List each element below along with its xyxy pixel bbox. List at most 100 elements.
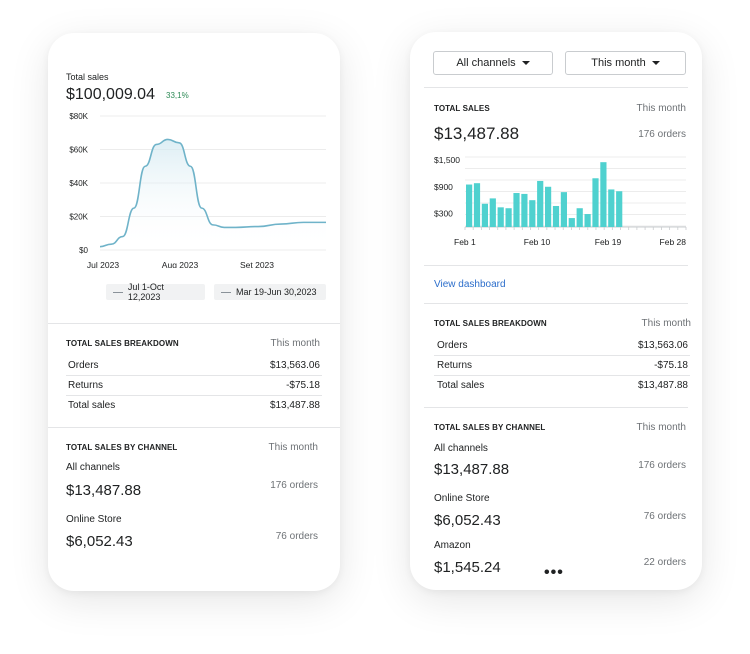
row-value: $13,487.88 (637, 380, 688, 391)
y-tick-label: $900 (434, 182, 453, 192)
total-sales-period: This month (636, 103, 686, 114)
channel-orders: 176 orders (638, 460, 686, 471)
divider (424, 87, 688, 88)
channel-amount: $13,487.88 (66, 482, 142, 499)
x-tick-label: Jul 2023 (87, 260, 119, 268)
view-dashboard-link[interactable]: View dashboard (434, 279, 506, 290)
bar (584, 214, 591, 227)
channel-amount: $6,052.43 (66, 533, 133, 550)
bar (529, 200, 536, 227)
breakdown-title: TOTAL SALES BREAKDOWN (66, 339, 179, 348)
y-tick-label: $300 (434, 209, 453, 219)
bar (545, 186, 552, 227)
bar (497, 207, 504, 227)
total-sales-label: Total sales (66, 72, 109, 82)
divider (48, 427, 340, 428)
bar (576, 208, 583, 227)
chevron-down-icon (651, 61, 660, 65)
bar (473, 183, 481, 227)
breakdown-period: This month (270, 338, 320, 349)
bar (521, 193, 528, 227)
sales-card-left: Total sales $100,009.04 33,1% $80K $60K $4… (48, 33, 340, 591)
divider (66, 395, 322, 396)
bar (560, 192, 567, 227)
x-tick-label: Feb 1 (454, 237, 476, 247)
channel-name: All channels (66, 462, 120, 473)
breakdown-row-total: Total sales $13,487.88 (68, 400, 320, 411)
channel-amount: $6,052.43 (434, 512, 501, 529)
breakdown-period: This month (641, 318, 691, 329)
channel-orders: 176 orders (270, 480, 318, 491)
x-tick-label: Feb 10 (524, 237, 551, 247)
row-value: $13,563.06 (637, 340, 688, 351)
channel-name: Online Store (434, 493, 490, 504)
bar (600, 162, 607, 227)
sales-bar-chart: $1,500 $900 $300 Feb 1 Feb 10 Feb 19 Feb 28 (434, 155, 687, 247)
channel-amount: $1,545.24 (434, 559, 501, 576)
breakdown-row-total: Total sales $13,487.88 (437, 380, 688, 391)
x-tick-label: Feb 28 (660, 237, 687, 247)
x-tick-label: Set 2023 (240, 260, 274, 268)
divider (434, 375, 690, 376)
ellipsis-icon[interactable]: ••• (544, 564, 564, 581)
y-tick-label: $80K (69, 112, 88, 121)
legend-previous-label: Mar 19-Jun 30,2023 (236, 287, 317, 297)
channel-orders: 76 orders (275, 531, 318, 542)
row-value: -$75.18 (654, 360, 688, 371)
by-channel-period: This month (268, 442, 318, 453)
total-sales-orders: 176 orders (638, 129, 686, 140)
y-tick-label: $60K (69, 146, 88, 155)
total-sales-title: TOTAL SALES (434, 104, 490, 113)
bar (505, 208, 512, 227)
y-tick-label: $40K (69, 179, 88, 188)
channel-name: Amazon (434, 540, 471, 551)
channel-name: Online Store (66, 514, 122, 525)
divider (424, 265, 688, 266)
channel-orders: 22 orders (643, 557, 686, 568)
chevron-down-icon (521, 61, 530, 65)
channel-select-value: All channels (456, 57, 516, 69)
divider (66, 375, 322, 376)
row-label: Total sales (437, 380, 485, 391)
row-value: $13,487.88 (269, 400, 320, 411)
bar (466, 184, 473, 227)
by-channel-period: This month (636, 422, 686, 433)
series-line (99, 138, 326, 248)
bar (616, 191, 623, 227)
series-area (100, 139, 326, 250)
bar (513, 193, 520, 227)
bar (552, 205, 560, 227)
legend-line-swatch (113, 291, 123, 293)
row-label: Returns (68, 380, 104, 391)
channel-select[interactable]: All channels (433, 51, 553, 75)
bar (489, 198, 496, 227)
divider (434, 355, 690, 356)
y-tick-label: $20K (69, 213, 88, 222)
channel-orders: 76 orders (643, 511, 686, 522)
total-sales-value: $13,487.88 (434, 124, 520, 143)
x-tick-label: Feb 19 (595, 237, 622, 247)
period-select[interactable]: This month (565, 51, 686, 75)
sales-line-chart: $80K $60K $40K $20K $0 Jul 2023 Aug 2023 Set 20… (69, 112, 326, 268)
x-tick-label: Aug 2023 (162, 260, 199, 268)
y-tick-label: $0 (79, 246, 88, 255)
bar (608, 189, 615, 227)
channel-name: All channels (434, 443, 488, 454)
breakdown-title: TOTAL SALES BREAKDOWN (434, 319, 547, 328)
sales-card-right: All channels This month TOTAL SALES This… (410, 32, 702, 590)
by-channel-title: TOTAL SALES BY CHANNEL (434, 423, 546, 432)
legend-previous-period[interactable]: Mar 19-Jun 30,2023 (214, 284, 326, 300)
divider (424, 407, 688, 408)
channel-amount: $13,487.88 (434, 461, 510, 478)
divider (424, 303, 688, 304)
bar (537, 180, 544, 227)
row-label: Total sales (68, 400, 116, 411)
legend-current-period[interactable]: Jul 1-Oct 12,2023 (106, 282, 205, 302)
bar (592, 178, 599, 227)
breakdown-row-orders: Orders $13,563.06 (437, 340, 688, 351)
breakdown-row-returns: Returns -$75.18 (437, 360, 688, 371)
total-sales-value: $100,009.04 (66, 86, 155, 103)
breakdown-row-returns: Returns -$75.18 (68, 380, 320, 391)
bar (568, 218, 575, 227)
row-value: $13,563.06 (269, 360, 320, 371)
